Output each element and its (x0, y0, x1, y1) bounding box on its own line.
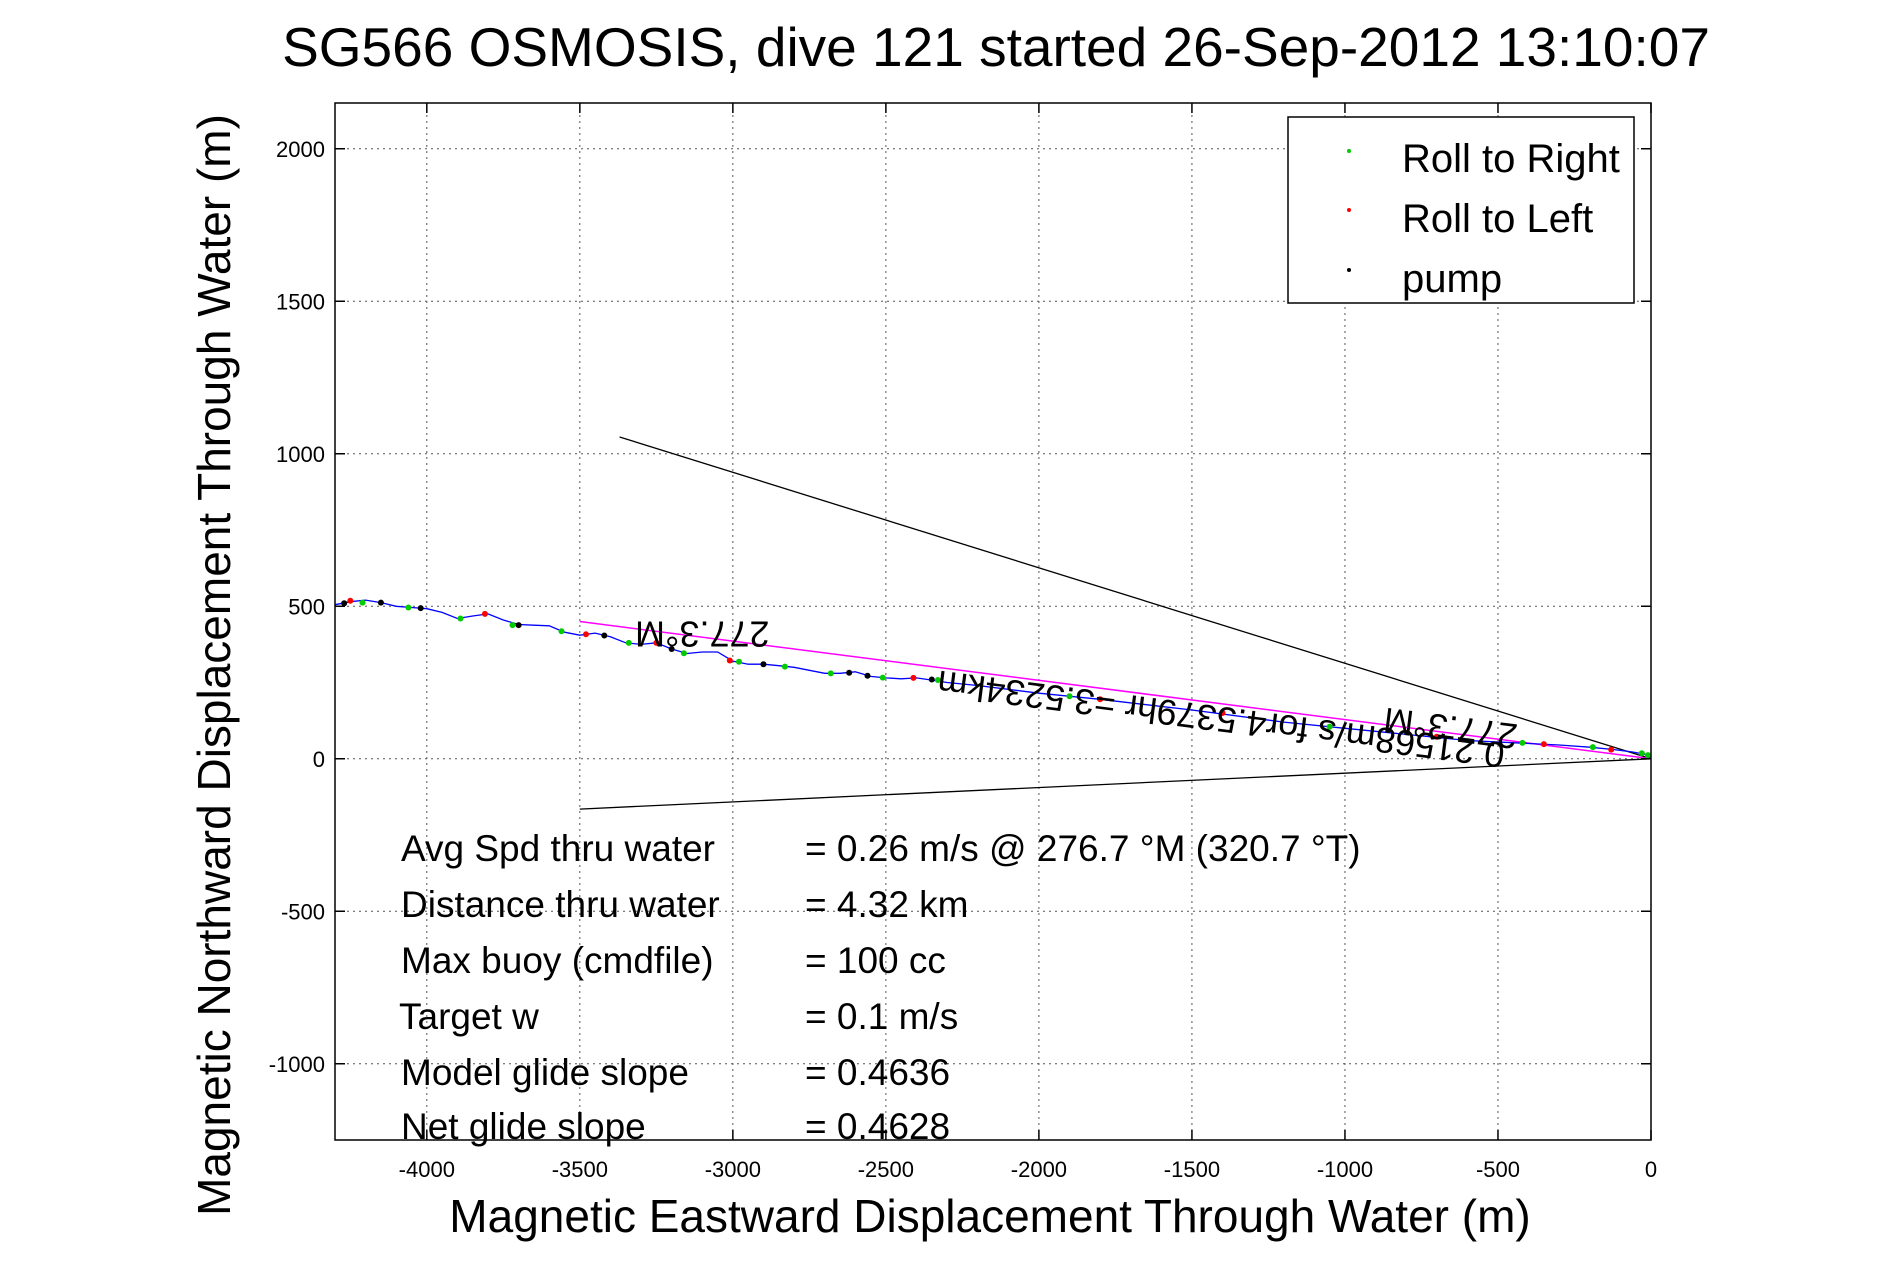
roll-right-point (1066, 693, 1073, 700)
legend-label-roll-left: Roll to Left (1402, 197, 1593, 241)
pump-point (377, 599, 384, 606)
stat-value-net-glide-slope: = 0.4628 (805, 1106, 950, 1147)
roll-right-point (879, 674, 886, 681)
roll-right-point (1326, 723, 1333, 730)
chart-title: SG566 OSMOSIS, dive 121 started 26-Sep-2… (282, 16, 1710, 78)
x-tick-label: -3000 (705, 1157, 761, 1182)
roll-left-point (910, 674, 917, 681)
y-tick-label: 500 (288, 594, 325, 619)
mean-track-line (579, 620, 1652, 760)
roll-left-point (653, 639, 660, 646)
x-tick-label: -1000 (1317, 1157, 1373, 1182)
roll-right-point (509, 622, 516, 629)
y-tick-label: -1000 (269, 1052, 325, 1077)
stat-value-distance: = 4.32 km (805, 884, 969, 925)
roll-left-point (481, 610, 488, 617)
y-tick-label: 1500 (276, 289, 325, 314)
stat-value-target-w: = 0.1 m/s (805, 996, 958, 1037)
roll-right-point (781, 663, 788, 670)
legend-label-pump: pump (1402, 257, 1502, 301)
plot-area-frame (334, 102, 1652, 1141)
heading-wedge (579, 436, 1652, 810)
y-axis-label: Magnetic Northward Displacement Through … (188, 114, 240, 1216)
roll-right-point (457, 615, 464, 622)
heading-wedge-upper-line (619, 436, 1652, 760)
x-tick-label: -3500 (552, 1157, 608, 1182)
roll-right-point (558, 628, 565, 635)
legend-marker-pump (1347, 268, 1351, 272)
roll-right-point (1644, 752, 1651, 759)
heading-wedge-lower-line (579, 758, 1652, 810)
stat-value-model-glide-slope: = 0.4636 (805, 1052, 950, 1093)
roll-pump-markers (341, 597, 1651, 759)
pump-point (417, 605, 424, 612)
roll-left-point (1433, 733, 1440, 740)
roll-left-point (347, 597, 354, 604)
stat-label-distance: Distance thru water (401, 884, 720, 925)
y-tick-label: 0 (313, 747, 325, 772)
x-tick-label: 0 (1645, 1157, 1657, 1182)
roll-left-point (1097, 696, 1104, 703)
x-tick-label: -1500 (1164, 1157, 1220, 1182)
roll-right-point (625, 639, 632, 646)
legend-marker-roll-left (1347, 208, 1351, 212)
roll-left-point (1540, 741, 1547, 748)
roll-right-point (405, 604, 412, 611)
legend-box (1287, 116, 1635, 304)
pump-point (341, 600, 348, 607)
roll-right-point (1589, 744, 1596, 751)
dive-track (334, 599, 1652, 760)
x-tick-label: -2500 (858, 1157, 914, 1182)
pump-point (928, 676, 935, 683)
grid (335, 103, 1651, 1140)
stat-label-model-glide-slope: Model glide slope (401, 1052, 689, 1093)
legend-marker-roll-right (1347, 149, 1351, 153)
x-tick-label: -2000 (1011, 1157, 1067, 1182)
x-tick-label: -500 (1476, 1157, 1520, 1182)
y-tick-label: 1000 (276, 442, 325, 467)
roll-right-point (680, 650, 687, 657)
roll-right-point (934, 677, 941, 684)
y-tick-label: 2000 (276, 137, 325, 162)
stat-label-net-glide-slope: Net glide slope (401, 1106, 646, 1147)
stat-label-max-buoy: Max buoy (cmdfile) (401, 940, 714, 981)
stat-value-max-buoy: = 100 cc (805, 940, 946, 981)
pump-point (864, 672, 871, 679)
axis-ticks: -4000 -3500 -3000 -2500 -2000 -1500 -1000 -500 0… (269, 103, 1657, 1182)
heading-annotation: 277.3°M (635, 614, 769, 655)
pump-point (846, 669, 853, 676)
pump-point (601, 632, 608, 639)
roll-right-point (827, 670, 834, 677)
legend-label-roll-right: Roll to Right (1402, 137, 1620, 181)
pump-point (515, 622, 522, 629)
legend: Roll to Right Roll to Left pump (1287, 116, 1635, 304)
dive-statistics: Avg Spd thru water = 0.26 m/s @ 276.7 °M… (399, 828, 1361, 1147)
stat-label-target-w: Target w (399, 996, 539, 1037)
roll-right-point (359, 599, 366, 606)
roll-right-point (1519, 739, 1526, 746)
x-tick-label: -4000 (399, 1157, 455, 1182)
roll-left-point (726, 657, 733, 664)
stat-value-avg-speed: = 0.26 m/s @ 276.7 °M (320.7 °T) (805, 828, 1361, 869)
roll-left-point (1219, 710, 1226, 716)
roll-right-point (1638, 750, 1645, 757)
y-tick-label: -500 (281, 899, 325, 924)
stat-label-avg-speed: Avg Spd thru water (401, 828, 715, 869)
roll-right-point (735, 658, 742, 665)
pump-point (668, 645, 675, 652)
roll-left-point (1608, 746, 1615, 753)
glider-track-line (334, 599, 1652, 760)
x-axis-label: Magnetic Eastward Displacement Through W… (449, 1190, 1530, 1242)
pump-point (760, 661, 767, 668)
roll-left-point (582, 631, 589, 638)
